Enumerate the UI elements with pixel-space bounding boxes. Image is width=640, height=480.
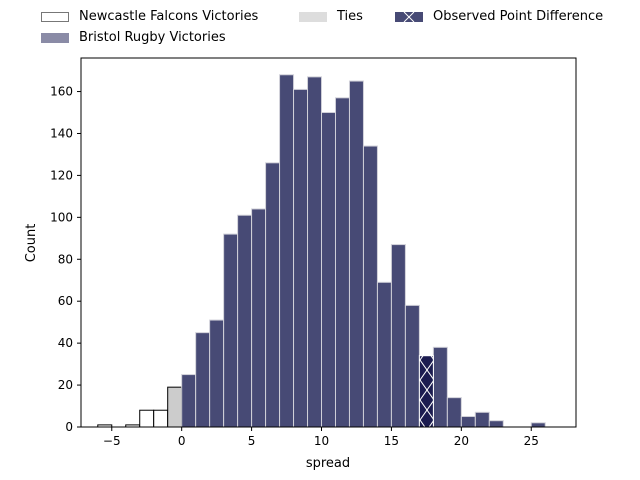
bar-bristol-rugby-victories-19 (460, 416, 476, 428)
y-axis-ticks: 0 20 40 60 80 100 120 140 160 (50, 85, 81, 434)
y-tick-label-3: 60 (58, 294, 73, 308)
x-tick-label-2: 5 (248, 434, 256, 448)
x-tick-label-3: 10 (314, 434, 329, 448)
bars-group (97, 74, 546, 428)
bar-ties-0 (167, 386, 183, 428)
y-tick-label-7: 140 (50, 126, 73, 140)
x-axis-label: spread (306, 456, 350, 471)
legend-item-bristol: Bristol Rugby Victories (41, 30, 226, 45)
y-axis-label: Count (24, 224, 39, 263)
bar-bristol-rugby-victories-3 (223, 233, 239, 428)
bar-bristol-rugby-victories-0 (181, 374, 197, 428)
bar-bristol-rugby-victories-15 (390, 244, 406, 428)
legend-item-ties: Ties (299, 9, 363, 24)
x-tick-label-6: 25 (524, 434, 539, 448)
bar-bristol-rugby-victories-12 (348, 80, 364, 428)
legend-swatch-bristol (41, 32, 69, 43)
legend: Newcastle Falcons Victories Bristol Rugb… (0, 0, 640, 50)
legend-swatch-observed (395, 11, 423, 22)
y-tick-label-1: 20 (58, 378, 73, 392)
bar-bristol-rugby-victories-1 (195, 332, 211, 428)
x-axis-ticks: −5 0 5 10 15 20 25 (103, 427, 539, 448)
x-tick-label-5: 20 (454, 434, 469, 448)
legend-item-newcastle: Newcastle Falcons Victories (41, 9, 258, 24)
x-tick-label-1: 0 (178, 434, 186, 448)
bar-bristol-rugby-victories-10 (321, 112, 336, 428)
y-tick-label-5: 100 (50, 210, 73, 224)
bar-bristol-rugby-victories-8 (293, 88, 309, 428)
y-tick-label-8: 160 (50, 85, 73, 99)
bar-bristol-rugby-victories-20 (474, 411, 490, 428)
bar-bristol-rugby-victories-18 (446, 397, 462, 428)
bar-bristol-rugby-victories-21 (488, 420, 504, 428)
bar-bristol-rugby-victories-11 (334, 97, 350, 428)
bar-bristol-rugby-victories-5 (251, 208, 267, 428)
y-tick-label-0: 0 (65, 420, 73, 434)
bar-bristol-rugby-victories-7 (279, 74, 295, 428)
bar-bristol-rugby-victories-6 (265, 162, 281, 428)
y-tick-label-2: 40 (58, 336, 73, 350)
bar-bristol-rugby-victories-9 (307, 76, 323, 428)
x-tick-label-0: −5 (103, 434, 121, 448)
bar-hatch-observed-point-difference-0 (419, 355, 434, 427)
bar-bristol-rugby-victories-14 (376, 281, 392, 428)
legend-label-newcastle: Newcastle Falcons Victories (79, 9, 259, 24)
legend-item-observed: Observed Point Difference (395, 9, 603, 24)
bar-bristol-rugby-victories-2 (209, 319, 225, 428)
bar-bristol-rugby-victories-17 (432, 346, 448, 428)
bar-newcastle-falcons-victories-3 (153, 409, 169, 428)
legend-label-bristol: Bristol Rugby Victories (79, 30, 226, 45)
bar-bristol-rugby-victories-16 (404, 304, 420, 428)
x-tick-label-4: 15 (384, 434, 399, 448)
bar-bristol-rugby-victories-22 (530, 422, 546, 428)
bar-bristol-rugby-victories-13 (362, 145, 378, 428)
y-tick-label-6: 120 (50, 168, 73, 182)
legend-label-ties: Ties (337, 9, 363, 24)
legend-swatch-ties (299, 11, 327, 22)
legend-label-observed: Observed Point Difference (433, 9, 604, 24)
plot-frame (80, 57, 577, 428)
y-tick-label-4: 80 (58, 252, 73, 266)
bar-newcastle-falcons-victories-2 (139, 409, 155, 428)
legend-swatch-newcastle (41, 11, 69, 22)
bar-bristol-rugby-victories-4 (237, 214, 253, 428)
